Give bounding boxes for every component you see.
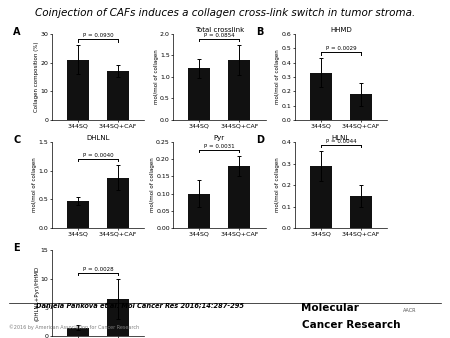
Bar xyxy=(67,59,89,120)
Text: P = 0.0028: P = 0.0028 xyxy=(82,267,113,272)
Text: P = 0.0930: P = 0.0930 xyxy=(82,33,113,39)
Y-axis label: mol/mol of collagen: mol/mol of collagen xyxy=(153,50,158,104)
Title: DHLNL: DHLNL xyxy=(86,135,110,141)
Text: Daniela Pankova et al. Mol Cancer Res 2016;14:287-295: Daniela Pankova et al. Mol Cancer Res 20… xyxy=(36,302,244,308)
Y-axis label: mol/mol of collagen: mol/mol of collagen xyxy=(150,158,155,212)
Bar xyxy=(350,94,372,120)
Text: Cancer Research: Cancer Research xyxy=(302,319,400,330)
Title: Total crosslink: Total crosslink xyxy=(195,27,244,33)
Text: E: E xyxy=(13,243,20,253)
Text: P = 0.0044: P = 0.0044 xyxy=(325,139,356,144)
Bar xyxy=(107,71,129,120)
Bar xyxy=(310,73,332,120)
Text: Coinjection of CAFs induces a collagen cross-link switch in tumor stroma.: Coinjection of CAFs induces a collagen c… xyxy=(35,8,415,19)
Text: A: A xyxy=(13,27,21,37)
Y-axis label: Collagen composition (%): Collagen composition (%) xyxy=(34,42,39,112)
Bar xyxy=(107,177,129,228)
Text: AACR: AACR xyxy=(403,308,416,313)
Title: HHMD: HHMD xyxy=(330,27,352,33)
Text: B: B xyxy=(256,27,263,37)
Y-axis label: (DHLNL+Pyr)/HHMD: (DHLNL+Pyr)/HHMD xyxy=(34,266,39,321)
Text: P = 0.0040: P = 0.0040 xyxy=(82,153,113,158)
Title: Pyr: Pyr xyxy=(214,135,225,141)
Y-axis label: mol/mol of collagen: mol/mol of collagen xyxy=(275,50,280,104)
Text: ©2016 by American Association for Cancer Research: ©2016 by American Association for Cancer… xyxy=(9,324,139,330)
Bar xyxy=(310,166,332,228)
Bar xyxy=(107,299,129,336)
Bar xyxy=(350,196,372,228)
Bar xyxy=(229,59,251,120)
Bar xyxy=(188,68,210,120)
Y-axis label: mol/mol of collagen: mol/mol of collagen xyxy=(32,158,37,212)
Text: Molecular: Molecular xyxy=(302,303,360,313)
Bar xyxy=(67,200,89,228)
Text: D: D xyxy=(256,135,264,145)
Text: P = 0.0854: P = 0.0854 xyxy=(204,33,235,38)
Bar xyxy=(229,166,251,228)
Text: C: C xyxy=(13,135,20,145)
Title: HLNL: HLNL xyxy=(332,135,350,141)
Y-axis label: mol/mol of collagen: mol/mol of collagen xyxy=(275,158,280,212)
Bar xyxy=(188,194,210,228)
Bar xyxy=(67,328,89,336)
Text: P = 0.0031: P = 0.0031 xyxy=(204,144,235,149)
Text: P = 0.0029: P = 0.0029 xyxy=(325,46,356,51)
